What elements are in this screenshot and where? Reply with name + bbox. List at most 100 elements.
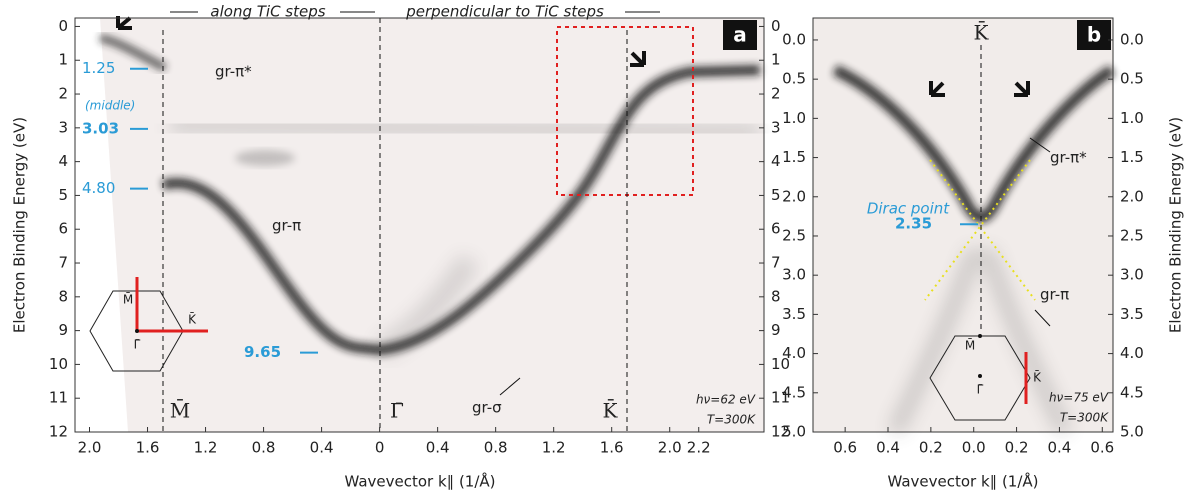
y-tick-label: 11 [49,389,68,407]
leader [1029,137,1051,153]
x-tick-label: 0.8 [252,439,276,457]
y-tick-label: 9 [771,321,781,339]
x-tick-label: 2.0 [78,439,102,457]
y-tick-label: 5 [58,186,68,204]
y-axis-label: Electron Binding Energy (eV) [11,117,29,333]
y-tick-label: 12 [771,423,790,441]
annotation: gr-π [272,217,301,235]
inset-label: M̄ [965,338,975,352]
y-tick-label: 5 [771,186,781,204]
inset: M̄ K̄ Γ̄ [89,277,208,372]
panel-label: b [1087,23,1101,47]
band-faint [169,117,761,140]
annotation: gr-σ [472,399,502,417]
y-tick-label: 4.5 [782,383,806,401]
y-tick-label: 2.5 [1120,226,1144,244]
annotation: T=300K [707,413,756,427]
y-tick-label: 2.0 [782,187,806,205]
point [978,374,982,378]
y-tick-label: 4.0 [782,344,806,362]
y-tick-label: 2 [58,85,68,103]
inset-label: M̄ [123,292,133,306]
y-tick-label: 2.5 [782,226,806,244]
band-faint [235,150,295,166]
level-label: 9.65 [244,343,281,361]
panel-label-box [723,20,757,50]
annotation: hν=75 eV [1049,391,1109,405]
zoom-box [556,26,694,196]
inset-label: Γ̄ [977,383,984,397]
symmetry-point: Γ̄ [390,399,404,423]
panel-label-box [1077,20,1111,50]
y-tick-label: 5.0 [782,423,806,441]
y-tick-label: 1.0 [782,109,806,127]
y-tick-label: 0.5 [1120,70,1144,88]
y-tick-label: 3.5 [782,305,806,323]
symmetry-point: M̄ [170,398,190,423]
band-faint [374,253,480,360]
no-data-region [75,18,128,432]
x-tick-label: 0 [375,439,385,457]
y-tick-label: 8 [771,287,781,305]
x-tick-label: 0.2 [919,439,943,457]
band [99,34,167,72]
y-tick-label: 1 [58,51,68,69]
band [161,65,761,356]
y-tick-label: 1.5 [782,148,806,166]
y-tick-label: 10 [771,355,790,373]
annotation: (middle) [85,99,135,113]
y-tick-label: 11 [771,389,790,407]
x-tick-label: 0.0 [962,439,986,457]
panel-a-image [74,16,765,433]
inset: M̄ K̄ Γ̄ [929,334,1042,421]
symmetry-point: K̄ [603,398,619,423]
y-tick-label: 5.0 [1120,423,1144,441]
symmetry-point: K̄ [974,20,990,45]
panel-label: a [733,23,747,47]
level-label: 3.03 [82,119,119,137]
annotation: gr-π* [1050,149,1087,167]
x-tick-label: 2.2 [687,439,711,457]
y-tick-label: 12 [49,423,68,441]
annotation: gr-π [1040,286,1069,304]
y-tick-label: 1 [771,51,781,69]
y-tick-label: 9 [58,321,68,339]
panel-b-image [812,17,1115,436]
y-tick-label: 3.0 [1120,266,1144,284]
x-axis-label: Wavevector k∥ (1/Å) [344,472,495,491]
y-tick-label: 4.0 [1120,344,1144,362]
frame [74,17,765,433]
point [135,329,139,333]
x-tick-label: 0.4 [426,439,450,457]
x-tick-label: 0.2 [1005,439,1029,457]
annotation: gr-π* [215,63,252,81]
y-tick-label: 0 [58,17,68,35]
level-label: 1.25 [82,59,115,77]
inset-label: Γ̄ [134,338,141,352]
x-tick-label: 0.4 [876,439,900,457]
x-tick-label: 0.8 [484,439,508,457]
y-tick-label: 6 [771,220,781,238]
header: perpendicular to TiC steps [405,3,604,21]
y-tick-label: 2 [771,85,781,103]
y-tick-label: 1.5 [1120,148,1144,166]
x-tick-label: 0.6 [833,439,857,457]
x-tick-label: 0.4 [310,439,334,457]
level-label: 2.35 [895,215,932,233]
y-tick-label: 4 [58,152,68,170]
y-tick-label: 4.5 [1120,383,1144,401]
level-label: 4.80 [82,179,115,197]
y-tick-label: 2.0 [1120,187,1144,205]
y-tick-label: 0.0 [1120,30,1144,48]
inset-label: K̄ [1033,370,1042,384]
y-tick-label: 3 [771,118,781,136]
y-tick-label: 0 [771,17,781,35]
leader [1034,309,1051,327]
guide [929,159,1036,301]
y-tick-label: 7 [58,254,68,272]
x-tick-label: 1.2 [542,439,566,457]
y-tick-label: 6 [58,220,68,238]
x-tick-label: 1.6 [136,439,160,457]
x-tick-label: 2.0 [658,439,682,457]
